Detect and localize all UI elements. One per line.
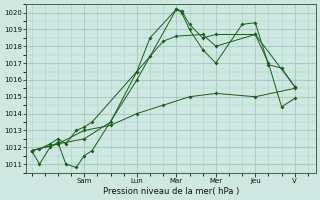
X-axis label: Pression niveau de la mer( hPa ): Pression niveau de la mer( hPa ) [103, 187, 239, 196]
